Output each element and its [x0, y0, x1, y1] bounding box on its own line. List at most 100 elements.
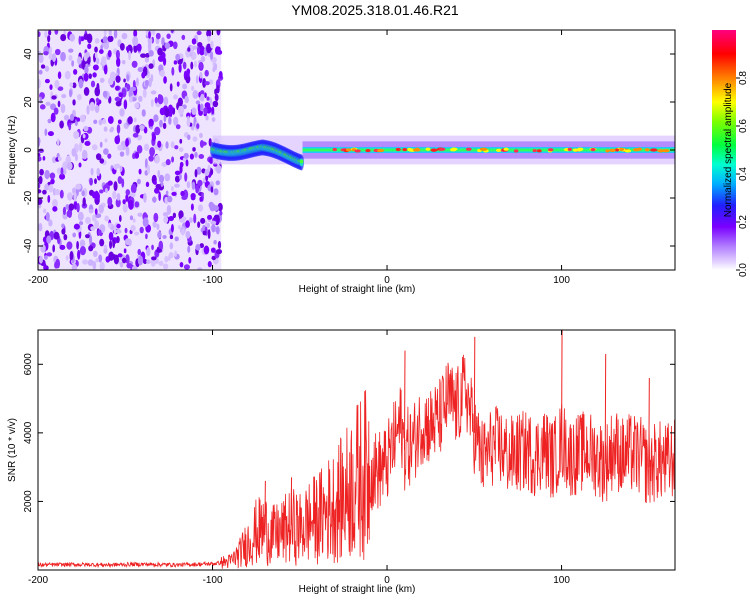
noise-speckle — [121, 59, 126, 65]
noise-speckle — [213, 239, 217, 245]
noise-speckle — [132, 132, 139, 138]
noise-speckle — [148, 118, 154, 127]
noise-speckle — [77, 249, 81, 260]
noise-speckle — [146, 247, 151, 257]
noise-speckle — [95, 258, 100, 263]
noise-speckle — [129, 215, 134, 221]
noise-speckle — [62, 206, 67, 216]
noise-speckle — [108, 251, 115, 261]
colorbar-tick-label: 0.6 — [738, 119, 749, 133]
snr-peak-spike — [403, 350, 406, 451]
noise-speckle — [200, 141, 207, 146]
noise-speckle — [38, 137, 41, 147]
noise-speckle — [117, 253, 123, 258]
noise-speckle — [54, 30, 59, 35]
band-hotspot — [614, 148, 620, 152]
noise-speckle — [155, 184, 161, 189]
band-hotspot — [619, 147, 624, 151]
noise-speckle — [163, 107, 170, 118]
noise-speckle — [188, 217, 193, 224]
noise-speckle — [197, 102, 201, 113]
noise-speckle — [107, 115, 114, 124]
noise-speckle — [117, 144, 124, 151]
colorbar-tick-label: 0.0 — [738, 263, 749, 277]
noise-speckle — [198, 45, 205, 56]
heatmap-layer — [38, 30, 675, 270]
heatmap-x-axis-label: Height of straight line (km) — [299, 284, 416, 295]
noise-speckle — [204, 92, 207, 99]
noise-speckle — [174, 236, 179, 242]
noise-speckle — [94, 86, 101, 97]
snr-x-axis-label: Height of straight line (km) — [299, 584, 416, 595]
noise-speckle — [178, 147, 184, 153]
snr-peak-spike — [264, 480, 266, 529]
noise-speckle — [47, 131, 54, 137]
noise-speckle — [215, 226, 220, 235]
noise-speckle — [103, 247, 108, 254]
noise-speckle — [78, 78, 84, 89]
noise-speckle — [147, 37, 153, 45]
noise-speckle — [82, 259, 89, 265]
noise-speckle — [99, 77, 105, 83]
noise-speckle — [99, 158, 105, 164]
noise-speckle — [196, 123, 200, 129]
noise-speckle — [99, 141, 103, 148]
colorbar-tick-label: 0.2 — [738, 215, 749, 229]
noise-speckle — [98, 204, 104, 214]
noise-speckle — [110, 126, 114, 132]
noise-speckle — [38, 31, 41, 38]
noise-speckle — [212, 100, 219, 108]
snr-x-tick-label: -100 — [203, 575, 223, 586]
noise-speckle — [59, 173, 66, 180]
band-hotspot — [532, 149, 537, 153]
noise-speckle — [72, 99, 76, 106]
snr-peak-spike — [561, 330, 563, 440]
noise-speckle — [173, 116, 179, 126]
noise-speckle — [210, 40, 214, 49]
band-hotspot — [503, 147, 509, 151]
band-hotspot — [402, 147, 408, 152]
noise-speckle — [51, 95, 57, 100]
heatmap-y-tick-label: -40 — [23, 238, 34, 253]
noise-speckle — [123, 78, 126, 83]
noise-speckle — [174, 175, 180, 183]
noise-speckle — [176, 81, 180, 87]
noise-speckle — [165, 159, 171, 166]
snr-frame — [37, 329, 676, 571]
noise-speckle — [130, 183, 137, 194]
noise-speckle — [88, 73, 92, 79]
noise-speckle — [68, 203, 75, 211]
noise-speckle — [144, 79, 149, 87]
band-hotspot — [365, 149, 371, 153]
noise-speckle — [45, 211, 50, 222]
noise-speckle — [188, 256, 192, 264]
noise-speckle — [164, 42, 171, 49]
noise-speckle — [132, 153, 136, 160]
noise-speckle — [88, 234, 93, 245]
noise-speckle — [150, 74, 154, 82]
noise-speckle — [83, 125, 89, 132]
noise-speckle — [164, 173, 171, 182]
noise-speckle — [155, 32, 161, 40]
noise-speckle — [99, 238, 105, 247]
noise-speckle — [68, 54, 73, 62]
noise-speckle — [133, 117, 137, 123]
noise-speckle — [137, 67, 144, 73]
noise-speckle — [212, 66, 216, 73]
noise-speckle — [47, 35, 51, 43]
noise-speckle — [115, 49, 120, 60]
noise-speckle — [199, 71, 203, 79]
noise-speckle — [130, 192, 136, 198]
colorbar-tick-label: 0.8 — [738, 71, 749, 85]
noise-speckle — [107, 222, 112, 229]
noise-speckle — [143, 126, 148, 134]
noise-speckle — [198, 154, 205, 160]
noise-speckle — [187, 47, 191, 52]
noise-speckle — [57, 100, 61, 108]
noise-speckle — [142, 217, 149, 228]
noise-speckle — [200, 90, 205, 96]
noise-speckle — [60, 103, 66, 114]
noise-speckle — [87, 43, 92, 50]
noise-speckle — [157, 169, 161, 178]
noise-speckle — [205, 174, 209, 182]
